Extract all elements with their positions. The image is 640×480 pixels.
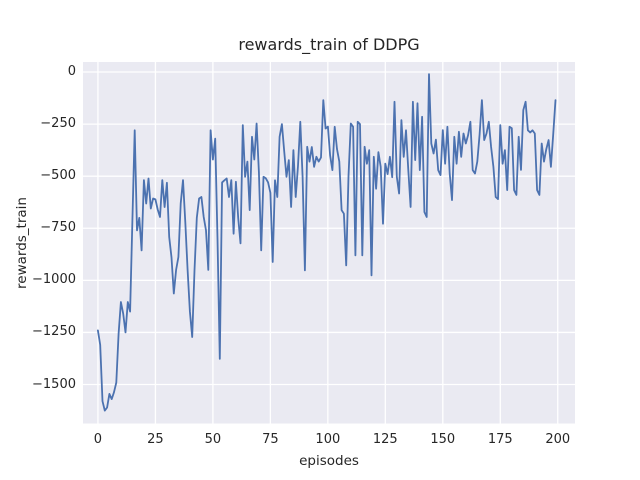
x-axis-label: episodes <box>299 453 359 469</box>
x-tick-label: 100 <box>315 432 341 447</box>
axes-background <box>83 62 575 424</box>
x-tick-label: 0 <box>93 432 103 447</box>
x-tick-label: 50 <box>204 432 222 447</box>
x-tick-label: 75 <box>262 432 279 447</box>
y-tick-label: −1250 <box>32 324 76 340</box>
series-line <box>97 73 557 412</box>
y-tick-label: −250 <box>40 116 76 132</box>
x-tick-label: 200 <box>545 432 571 447</box>
x-tick-label: 25 <box>147 432 164 447</box>
y-tick-label: 0 <box>67 64 76 79</box>
y-tick-label: −1500 <box>32 376 76 392</box>
x-tick-label: 175 <box>487 432 513 447</box>
y-tick-label: −500 <box>40 168 76 184</box>
y-tick-label: −750 <box>40 220 76 236</box>
y-tick-label: −1000 <box>32 272 76 288</box>
x-tick-label: 150 <box>430 432 456 447</box>
x-tick-label: 125 <box>372 432 398 447</box>
chart-title: rewards_train of DDPG <box>238 35 420 54</box>
